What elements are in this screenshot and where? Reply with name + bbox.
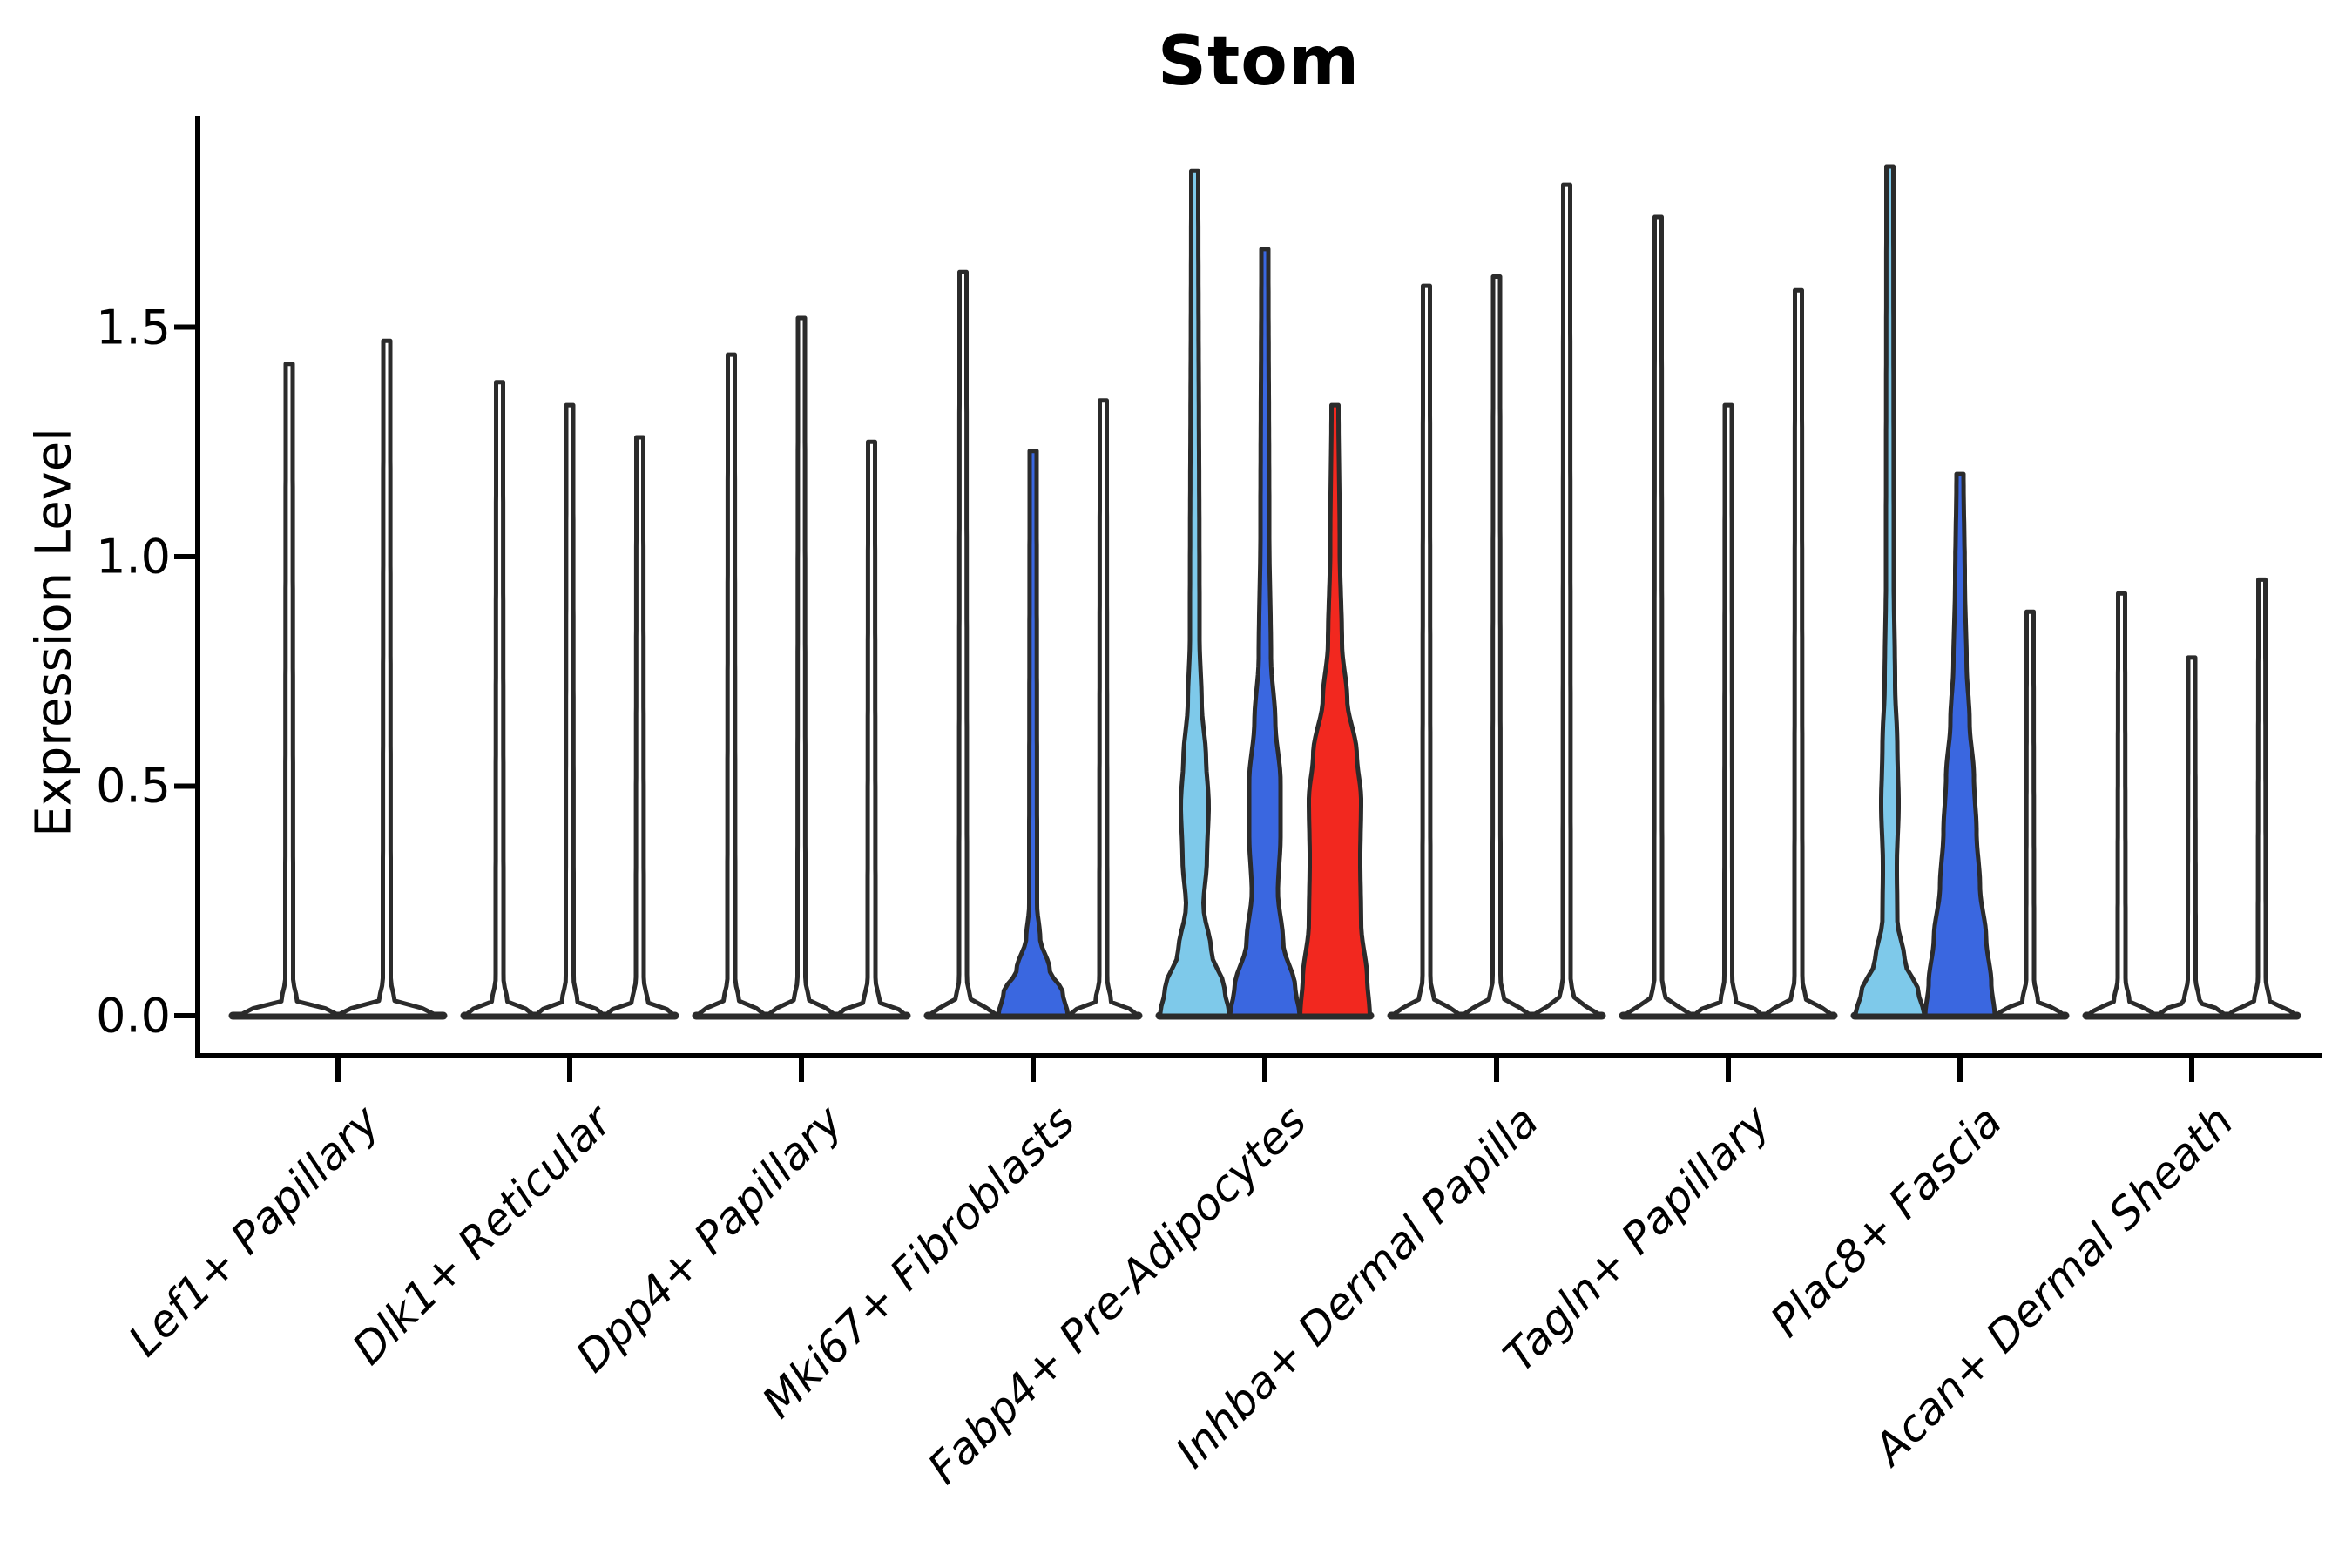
violin-acan-dermal-sheath-s3 [2225,577,2299,1018]
violin-dpp4-papillary-s1 [694,352,768,1018]
violin-dpp4-papillary-s2 [764,315,839,1018]
violin-tagln-papillary-s2 [1691,402,1766,1018]
violin-inhba-dermal-papilla-s1 [1389,283,1463,1018]
chart-title: Stom [1157,23,1361,101]
violin-inhba-dermal-papilla-s3 [1530,182,1604,1018]
violin-mki67-fibroblasts-s2 [996,449,1071,1018]
violin-inhba-dermal-papilla-s2 [1459,274,1534,1018]
y-tick-label: 0.5 [96,758,171,814]
violin-tagln-papillary-s1 [1621,214,1695,1018]
violin-fabp4-pre-adipocytes-s3 [1298,402,1372,1018]
y-tick-label: 1.5 [96,300,171,355]
y-tick-label: 1.0 [96,529,171,585]
y-tick-label: 0.0 [96,988,171,1044]
violin-fabp4-pre-adipocytes-s1 [1158,168,1232,1018]
violin-plac8-fascia-s2 [1923,471,1997,1018]
violin-plac8-fascia-s3 [1993,609,2067,1018]
violin-plac8-fascia-s1 [1853,164,1927,1018]
violin-acan-dermal-sheath-s2 [2154,655,2229,1018]
violin-dlk1-reticular-s3 [603,435,677,1018]
violin-lef1-papillary-s2 [334,338,440,1018]
violin-dpp4-papillary-s3 [835,439,909,1018]
violin-lef1-papillary-s1 [236,362,342,1018]
violin-fabp4-pre-adipocytes-s2 [1227,247,1302,1018]
violin-dlk1-reticular-s2 [532,402,607,1018]
violin-mki67-fibroblasts-s1 [926,269,1000,1018]
violin-mki67-fibroblasts-s3 [1066,398,1140,1018]
violin-tagln-papillary-s3 [1761,287,1835,1018]
violin-dlk1-reticular-s1 [463,380,537,1018]
violin-acan-dermal-sheath-s1 [2085,591,2159,1018]
